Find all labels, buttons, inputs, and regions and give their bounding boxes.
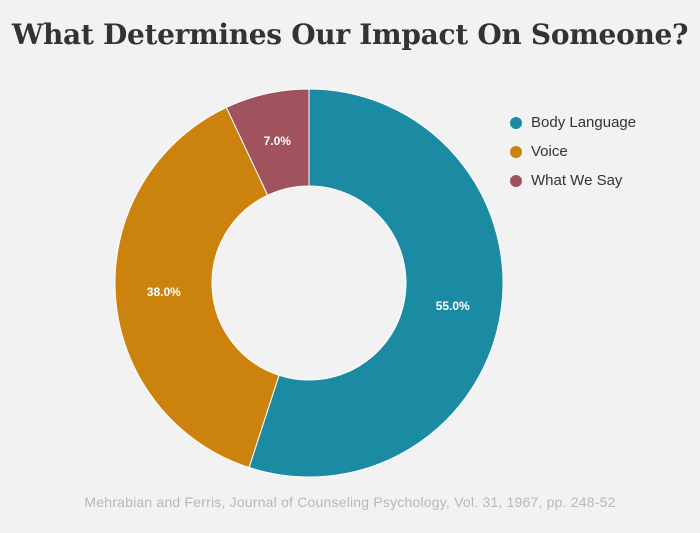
legend-label: What We Say (531, 172, 623, 189)
legend-label: Body Language (531, 114, 637, 131)
chart-title: What Determines Our Impact On Someone? (11, 18, 689, 51)
slice-label-what-we-say: 7.0% (264, 134, 292, 148)
legend-item-body-language[interactable]: Body Language (510, 108, 636, 137)
legend-swatch (510, 174, 522, 187)
slice-labels: 55.0% 38.0% 7.0% (147, 134, 470, 313)
donut-slices (114, 88, 504, 478)
chart-legend: Body Language Voice What We Say (510, 108, 636, 195)
legend-swatch (510, 145, 522, 158)
slice-body-language (248, 88, 504, 478)
slice-voice (114, 106, 280, 469)
legend-item-what-we-say[interactable]: What We Say (510, 166, 636, 195)
slice-label-body-language: 55.0% (436, 299, 470, 313)
legend-swatch (510, 116, 522, 129)
chart-source: Mehrabian and Ferris, Journal of Counsel… (84, 494, 616, 510)
slice-label-voice: 38.0% (147, 285, 181, 299)
legend-label: Voice (531, 143, 568, 160)
slice-what-we-say (225, 88, 310, 196)
legend-item-voice[interactable]: Voice (510, 137, 636, 166)
